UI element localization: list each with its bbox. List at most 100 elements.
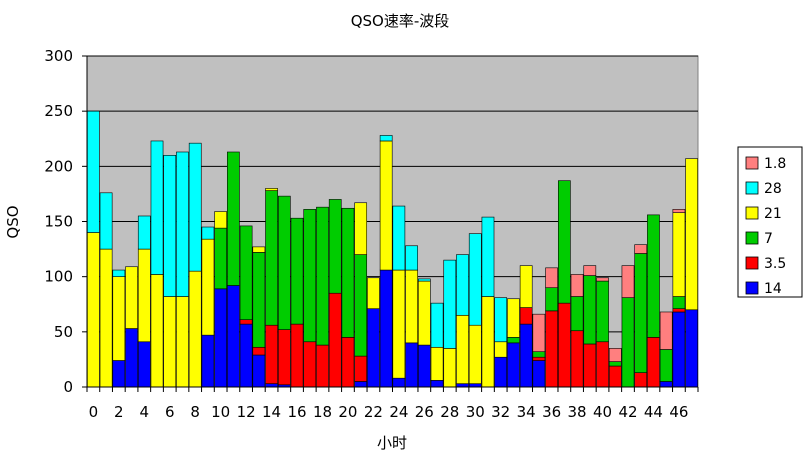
x-tick-label: 22	[364, 403, 383, 421]
bar-segment-14	[201, 334, 215, 388]
bar-segment-28	[481, 216, 495, 297]
legend-swatch	[745, 156, 759, 170]
bar-segment-3_5	[328, 292, 342, 388]
x-tick-label: 8	[190, 403, 200, 421]
x-axis-label: 小时	[377, 434, 407, 452]
bars	[87, 110, 698, 388]
x-tick-label: 20	[338, 403, 357, 421]
bar-segment-1_8	[596, 277, 609, 282]
bar-segment-21	[112, 276, 126, 361]
y-tick-label: 0	[63, 378, 73, 396]
bar-segment-28	[137, 215, 151, 250]
bar-segment-21	[176, 296, 189, 388]
bar-segment-7	[507, 337, 520, 344]
x-tick-label: 46	[669, 403, 688, 421]
x-tick-label: 30	[466, 403, 485, 421]
bar-segment-7	[341, 207, 355, 338]
legend-label: 28	[764, 181, 782, 197]
bar-segment-14	[494, 356, 508, 388]
x-tick-label: 32	[491, 403, 510, 421]
bar-segment-14	[532, 360, 546, 388]
legend-swatch	[745, 256, 759, 270]
bar-segment-7	[214, 227, 228, 290]
bar-segment-21	[417, 280, 431, 346]
legend-box	[737, 146, 803, 298]
x-tick-label: 18	[313, 403, 332, 421]
bar-segment-7	[570, 296, 584, 332]
bar-segment-28	[163, 155, 177, 297]
bar-segment-21	[456, 314, 469, 384]
bar-segment-21	[201, 238, 215, 336]
x-tick-label: 38	[568, 403, 587, 421]
bar-segment-7	[583, 275, 597, 345]
bar-segment-1_8	[634, 244, 648, 254]
bar-segment-1_8	[672, 209, 686, 213]
x-tick-label: 6	[165, 403, 175, 421]
bar-segment-1_8	[570, 274, 584, 297]
bar-segment-21	[214, 211, 228, 229]
bar-segment-21	[507, 298, 520, 338]
bar-segment-3_5	[303, 341, 317, 388]
x-tick-label: 12	[237, 403, 256, 421]
legend-label: 3.5	[764, 256, 786, 272]
bar-segment-28	[456, 254, 469, 316]
legend-swatch	[745, 281, 759, 295]
bar-segment-21	[367, 277, 380, 309]
x-tick-label: 34	[517, 403, 536, 421]
bar-segment-3_5	[672, 308, 686, 313]
bar-segment-21	[354, 202, 368, 255]
bar-segment-3_5	[608, 365, 622, 388]
bar-segment-7	[265, 190, 278, 326]
bar-segment-21	[150, 274, 164, 388]
legend-swatch	[745, 231, 759, 245]
bar-segment-7	[672, 296, 686, 309]
bar-segment-21	[99, 248, 113, 388]
bar-segment-3_5	[277, 329, 291, 386]
bar-segment-14	[672, 311, 686, 388]
bar-segment-14	[137, 341, 151, 388]
bar-segment-14	[214, 288, 228, 388]
legend-swatch	[745, 181, 759, 195]
bar-segment-28	[392, 205, 406, 271]
bar-segment-1_8	[608, 348, 622, 362]
bar-segment-7	[252, 252, 266, 348]
x-tick-label: 44	[644, 403, 663, 421]
bar-segment-1_8	[583, 265, 597, 276]
bar-segment-7	[227, 151, 240, 286]
bar-segment-14	[519, 323, 533, 388]
bar-segment-28	[87, 110, 100, 233]
bar-segment-7	[316, 206, 329, 346]
bar-segment-14	[417, 344, 431, 388]
bar-segment-21	[163, 296, 177, 388]
bar-segment-7	[290, 217, 304, 325]
bar-segment-1_8	[621, 265, 635, 298]
bar-segment-21	[265, 188, 278, 191]
bar-segment-28	[188, 142, 202, 272]
bar-segment-3_5	[557, 302, 571, 388]
bar-segment-3_5	[596, 341, 609, 388]
bar-segment-14	[252, 354, 266, 388]
bar-segment-21	[87, 232, 100, 388]
bar-segment-7	[557, 180, 571, 304]
bar-segment-21	[443, 348, 457, 388]
bar-segment-28	[99, 192, 113, 250]
bar-segment-14	[405, 342, 418, 388]
bar-segment-21	[430, 346, 444, 381]
bar-segment-28	[112, 269, 126, 277]
y-tick-label: 100	[44, 268, 73, 286]
bar-segment-3_5	[354, 355, 368, 382]
bar-segment-21	[188, 270, 202, 388]
chart-title: QSO速率-波段	[351, 12, 450, 30]
bar-segment-14	[379, 269, 393, 388]
x-tick-label: 14	[262, 403, 281, 421]
bar-segment-28	[417, 278, 431, 282]
bar-segment-7	[634, 253, 648, 373]
bar-segment-7	[647, 214, 660, 338]
bar-segment-14	[227, 285, 240, 388]
x-tick-label: 16	[287, 403, 306, 421]
bar-segment-3_5	[290, 323, 304, 388]
x-tick-label: 40	[593, 403, 612, 421]
bar-segment-3_5	[583, 343, 597, 388]
y-tick-label: 50	[54, 323, 73, 341]
